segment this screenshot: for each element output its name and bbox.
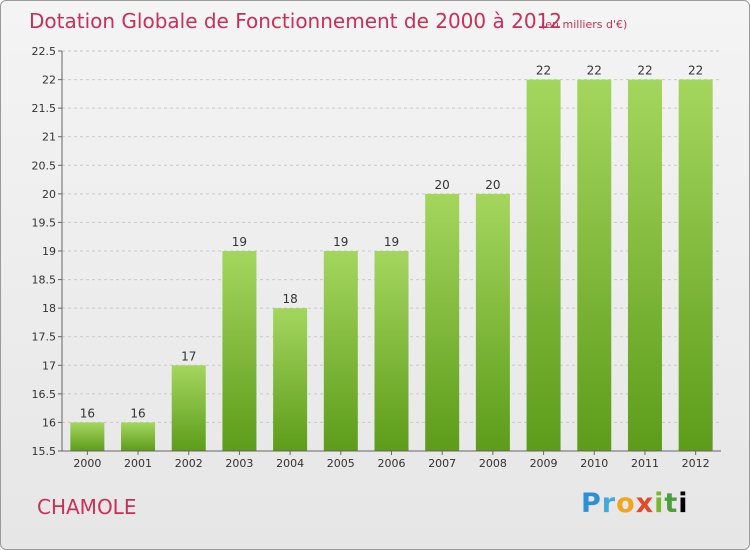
bar <box>374 251 409 451</box>
bars: 16 16 17 19 18 19 19 20 20 22 22 22 22 <box>70 64 713 452</box>
logo-letter: P <box>581 488 602 519</box>
x-axis: 2000 2001 2002 2003 2004 2005 2006 2007 2008 2009… <box>62 450 721 470</box>
x-tick-label: 2011 <box>631 457 659 470</box>
bar-value-label: 22 <box>587 64 602 78</box>
y-tick-label: 22.5 <box>32 45 57 58</box>
x-tick-label: 2009 <box>530 457 558 470</box>
bar <box>425 193 460 451</box>
y-tick-label: 17.5 <box>32 331 57 344</box>
chart-title: Dotation Globale de Fonctionnement de 20… <box>29 9 562 33</box>
bar <box>678 79 713 452</box>
x-tick-label: 2010 <box>580 457 608 470</box>
x-tick-label: 2005 <box>327 457 355 470</box>
y-tick-label: 20.5 <box>32 159 57 172</box>
y-tick-label: 19 <box>42 245 56 258</box>
bar <box>577 79 612 452</box>
bar-value-label: 20 <box>435 178 450 192</box>
bar-value-label: 19 <box>333 235 348 249</box>
x-tick-label: 2006 <box>378 457 406 470</box>
x-tick-label: 2008 <box>479 457 507 470</box>
x-tick-label: 2004 <box>276 457 304 470</box>
bar <box>171 365 206 451</box>
y-tick-label: 19.5 <box>32 216 57 229</box>
y-tick-label: 18 <box>42 302 56 315</box>
y-tick-label: 15.5 <box>32 445 57 458</box>
bar <box>273 308 308 451</box>
bar-value-label: 16 <box>130 406 145 420</box>
y-tick-label: 18.5 <box>32 274 57 287</box>
y-tick-label: 21.5 <box>32 102 57 115</box>
bar-value-label: 22 <box>536 64 551 78</box>
x-tick-label: 2003 <box>225 457 253 470</box>
y-axis: 15.5 16 16.5 17 17.5 18 18.5 19 19.5 20 20.5 21 21.5… <box>32 45 63 458</box>
bar-value-label: 22 <box>688 64 703 78</box>
y-tick-label: 20 <box>42 188 56 201</box>
bar-value-label: 22 <box>637 64 652 78</box>
y-tick-label: 21 <box>42 131 56 144</box>
y-tick-label: 16 <box>42 416 56 429</box>
bar-value-label: 19 <box>232 235 247 249</box>
bar-value-label: 19 <box>384 235 399 249</box>
logo-letter: x <box>635 488 655 519</box>
x-tick-label: 2000 <box>73 457 101 470</box>
proxiti-logo[interactable]: Proxiti <box>581 488 689 519</box>
bar <box>222 251 257 451</box>
bar-value-label: 17 <box>181 349 196 363</box>
bar-value-label: 18 <box>282 292 297 306</box>
logo-letter: t <box>664 488 679 519</box>
logo-letter: r <box>601 488 617 519</box>
y-tick-label: 16.5 <box>32 388 57 401</box>
bar <box>323 251 358 451</box>
x-tick-label: 2001 <box>124 457 152 470</box>
bar <box>121 422 156 451</box>
logo-letter: i <box>678 488 689 519</box>
logo-letter: i <box>654 488 665 519</box>
town-name: CHAMOLE <box>37 495 137 519</box>
bar <box>475 193 510 451</box>
x-tick-label: 2012 <box>682 457 710 470</box>
y-tick-label: 22 <box>42 74 56 87</box>
y-tick-label: 17 <box>42 359 56 372</box>
bar <box>627 79 662 452</box>
bar-value-label: 20 <box>485 178 500 192</box>
bar-value-label: 16 <box>80 406 95 420</box>
chart-subtitle: (en milliers d'€) <box>541 18 628 31</box>
x-tick-label: 2002 <box>175 457 203 470</box>
bar <box>70 422 105 451</box>
x-tick-label: 2007 <box>428 457 456 470</box>
bar <box>526 79 561 452</box>
logo-letter: o <box>616 488 636 519</box>
